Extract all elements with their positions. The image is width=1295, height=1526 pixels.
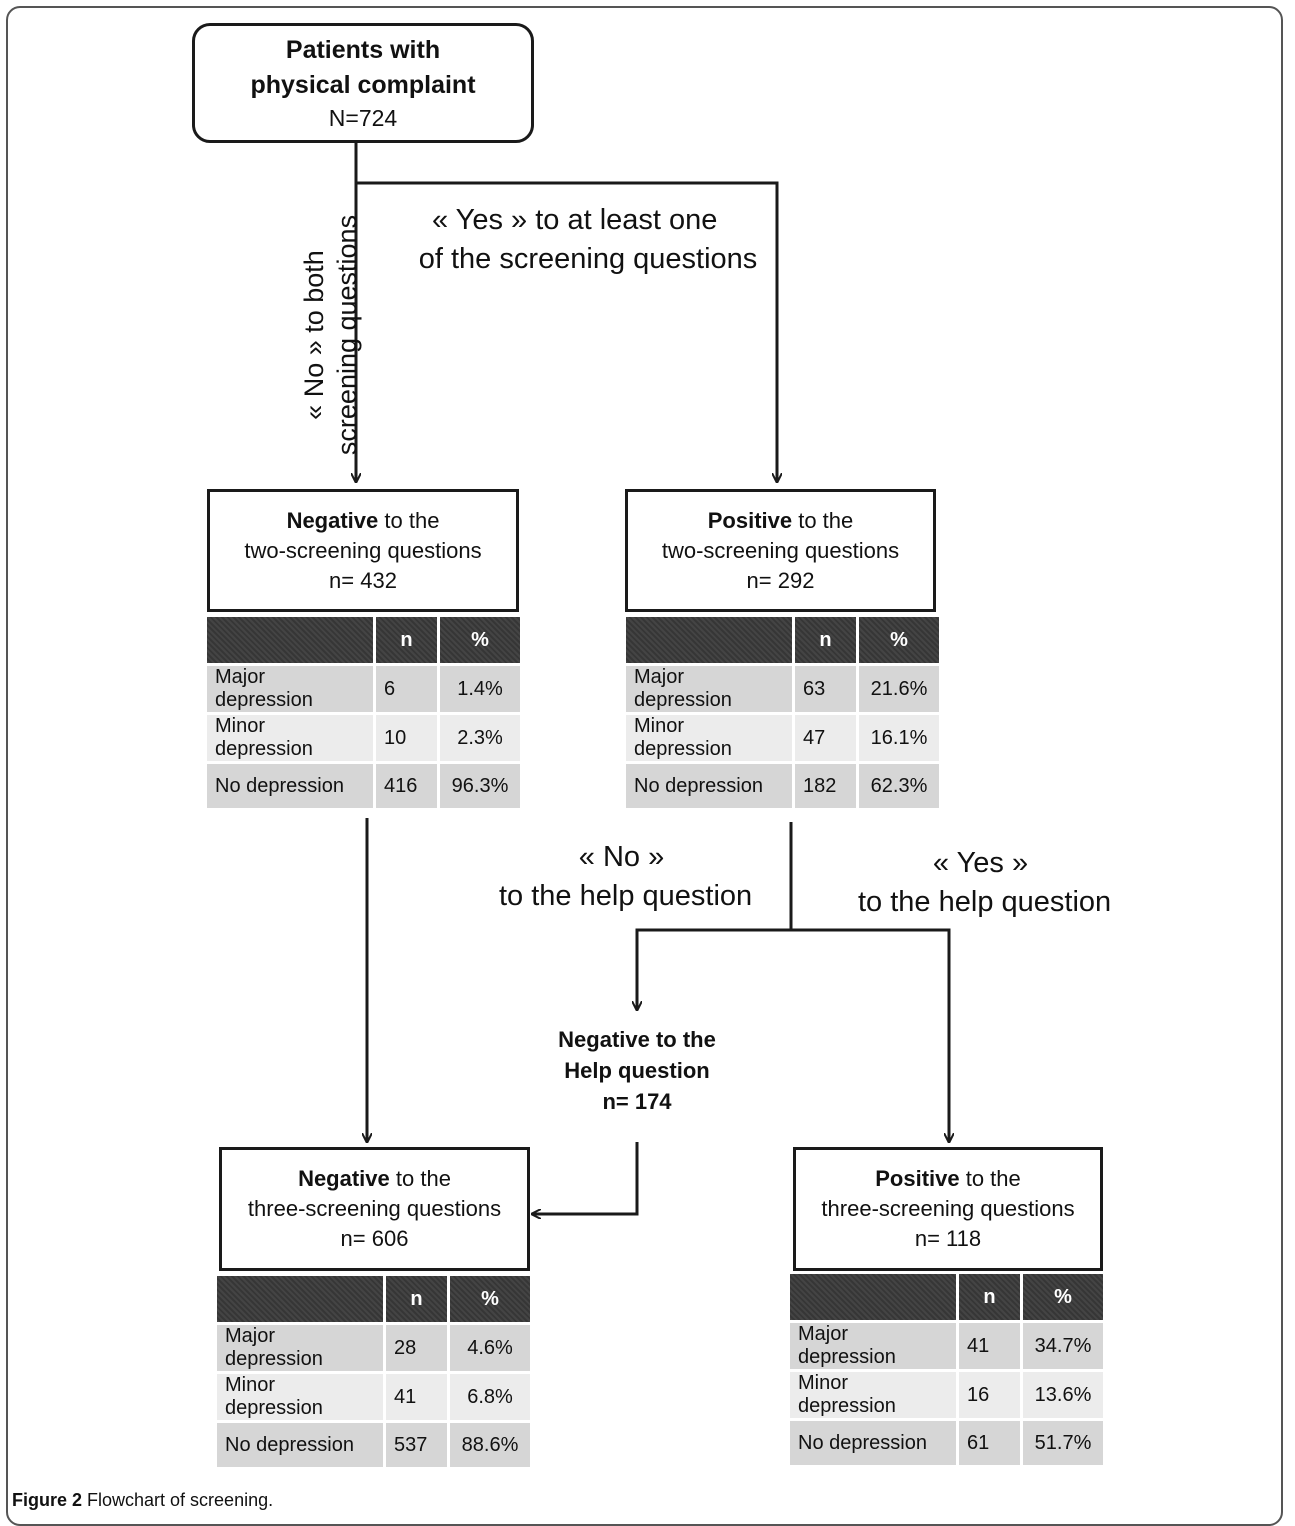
arrow-root-to-positive-two: [356, 181, 777, 482]
header-cell: n: [386, 1276, 447, 1322]
count-cell: 41: [386, 1374, 447, 1420]
category-cell: Major depression: [207, 666, 373, 712]
category-cell: Major depression: [217, 1325, 383, 1371]
header-cell: %: [859, 617, 939, 663]
edge-label-no-both: « No » to both screening questions: [299, 214, 362, 456]
category-cell: No depression: [626, 764, 792, 808]
table-negative-two: n% Major depression 6 1.4% Minor depression 1…: [204, 614, 523, 811]
table-header-row: n%: [217, 1276, 530, 1322]
root-count: N=724: [328, 105, 398, 131]
percent-cell: 6.8%: [450, 1374, 530, 1420]
root-line1: Patients with: [285, 36, 441, 64]
category-cell: No depression: [217, 1423, 383, 1467]
percent-cell: 34.7%: [1023, 1323, 1103, 1369]
percent-cell: 16.1%: [859, 715, 939, 761]
category-cell: Major depression: [626, 666, 792, 712]
arrow-positive-two-to-negative-help: [637, 928, 791, 1010]
header-cell: n: [795, 617, 856, 663]
category-cell: No depression: [207, 764, 373, 808]
percent-cell: 62.3%: [859, 764, 939, 808]
table-header-row: n%: [207, 617, 520, 663]
table-row: Major depression 63 21.6%: [626, 666, 939, 712]
table-row: Minor depression 47 16.1%: [626, 715, 939, 761]
percent-cell: 2.3%: [440, 715, 520, 761]
category-cell: Minor depression: [217, 1374, 383, 1420]
header-cell: %: [440, 617, 520, 663]
table-row: No depression 61 51.7%: [790, 1421, 1103, 1465]
edge-label-yes-help: « Yes » to the help question: [858, 847, 1112, 918]
count-cell: 537: [386, 1423, 447, 1467]
category-cell: Minor depression: [207, 715, 373, 761]
header-cell: n: [959, 1274, 1020, 1320]
table-negative-three: n% Major depression 28 4.6% Minor depression…: [214, 1273, 533, 1470]
table-row: Minor depression 16 13.6%: [790, 1372, 1103, 1418]
figure-caption: Figure 2 Flowchart of screening.: [12, 1490, 274, 1510]
count-cell: 28: [386, 1325, 447, 1371]
node-positive-two-screening: Positive to the two-screening questions …: [625, 489, 936, 612]
count-cell: 182: [795, 764, 856, 808]
table-row: No depression 182 62.3%: [626, 764, 939, 808]
edge-label-no-help: « No » to the help question: [499, 841, 753, 912]
node-negative-two-screening: Negative to the two-screening questions …: [207, 489, 519, 612]
header-cell: %: [450, 1276, 530, 1322]
table-header-row: n%: [626, 617, 939, 663]
node-patients-physical-complaint: Patients with physical complaint N=724: [192, 23, 534, 143]
node-positive-three-screening: Positive to the three-screening question…: [793, 1147, 1103, 1271]
percent-cell: 96.3%: [440, 764, 520, 808]
table-row: Minor depression 10 2.3%: [207, 715, 520, 761]
count-cell: 416: [376, 764, 437, 808]
count-cell: 47: [795, 715, 856, 761]
edge-label-yes-one: « Yes » to at least one of the screening…: [418, 204, 758, 275]
arrow-positive-two-to-positive-three: [791, 928, 949, 1142]
table-row: No depression 537 88.6%: [217, 1423, 530, 1467]
count-cell: 10: [376, 715, 437, 761]
percent-cell: 21.6%: [859, 666, 939, 712]
header-cell: %: [1023, 1274, 1103, 1320]
node-negative-three-screening: Negative to the three-screening question…: [219, 1147, 530, 1271]
table-positive-three: n% Major depression 41 34.7% Minor depressio…: [787, 1271, 1106, 1468]
header-cell: [207, 617, 373, 663]
header-cell: [626, 617, 792, 663]
count-cell: 61: [959, 1421, 1020, 1465]
node-negative-help-question: Negative to the Help question n= 174: [558, 1027, 716, 1114]
header-cell: [790, 1274, 956, 1320]
table-positive-two: n% Major depression 63 21.6% Minor depressio…: [623, 614, 942, 811]
count-cell: 6: [376, 666, 437, 712]
header-cell: n: [376, 617, 437, 663]
percent-cell: 1.4%: [440, 666, 520, 712]
count-cell: 63: [795, 666, 856, 712]
table-row: Major depression 28 4.6%: [217, 1325, 530, 1371]
header-cell: [217, 1276, 383, 1322]
arrow-negative-help-to-negative-three: [532, 1142, 639, 1214]
count-cell: 41: [959, 1323, 1020, 1369]
table-row: Major depression 6 1.4%: [207, 666, 520, 712]
category-cell: Major depression: [790, 1323, 956, 1369]
count-cell: 16: [959, 1372, 1020, 1418]
category-cell: Minor depression: [626, 715, 792, 761]
percent-cell: 4.6%: [450, 1325, 530, 1371]
percent-cell: 13.6%: [1023, 1372, 1103, 1418]
category-cell: Minor depression: [790, 1372, 956, 1418]
table-row: Major depression 41 34.7%: [790, 1323, 1103, 1369]
category-cell: No depression: [790, 1421, 956, 1465]
percent-cell: 88.6%: [450, 1423, 530, 1467]
table-header-row: n%: [790, 1274, 1103, 1320]
root-line2: physical complaint: [250, 71, 476, 99]
table-row: No depression 416 96.3%: [207, 764, 520, 808]
table-row: Minor depression 41 6.8%: [217, 1374, 530, 1420]
percent-cell: 51.7%: [1023, 1421, 1103, 1465]
